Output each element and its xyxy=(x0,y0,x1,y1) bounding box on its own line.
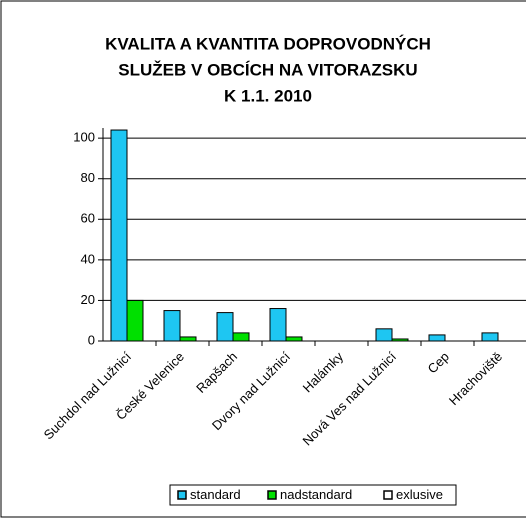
legend-swatch xyxy=(267,490,277,500)
x-tick-label: Hrachoviště xyxy=(446,349,505,408)
x-tick-label: Halámky xyxy=(300,349,347,396)
legend-box xyxy=(169,484,457,506)
y-tick-label: 80 xyxy=(81,170,95,185)
chart-title: SLUŽEB V OBCÍCH NA VITORAZSKU xyxy=(118,60,417,79)
legend-swatch xyxy=(177,490,187,500)
bar xyxy=(179,336,197,342)
y-tick-label: 40 xyxy=(81,251,95,266)
bar xyxy=(163,310,181,342)
bar xyxy=(269,308,287,342)
x-tick-label: Nová Ves nad Lužnicí xyxy=(300,349,400,449)
bar xyxy=(110,129,128,342)
chart-title: KVALITA A KVANTITA DOPROVODNÝCH xyxy=(105,34,431,53)
bar xyxy=(285,336,303,342)
bar xyxy=(232,332,250,342)
x-tick-label: Cep xyxy=(425,349,452,376)
y-tick-label: 0 xyxy=(88,332,95,347)
y-tick-label: 60 xyxy=(81,211,95,226)
bar xyxy=(126,299,144,342)
bar xyxy=(481,332,499,342)
chart-title: K 1.1. 2010 xyxy=(224,86,312,105)
bar xyxy=(428,334,446,342)
x-tick-label: Rapšach xyxy=(193,349,240,396)
y-tick-label: 100 xyxy=(73,130,95,145)
legend-label: standard xyxy=(190,487,241,502)
bar xyxy=(375,328,393,342)
y-tick-label: 20 xyxy=(81,292,95,307)
legend-label: exlusive xyxy=(396,487,443,502)
legend-swatch xyxy=(383,490,393,500)
x-tick-label: Suchdol nad Lužnicí xyxy=(41,349,135,443)
bar xyxy=(216,312,234,342)
legend-label: nadstandard xyxy=(280,487,352,502)
